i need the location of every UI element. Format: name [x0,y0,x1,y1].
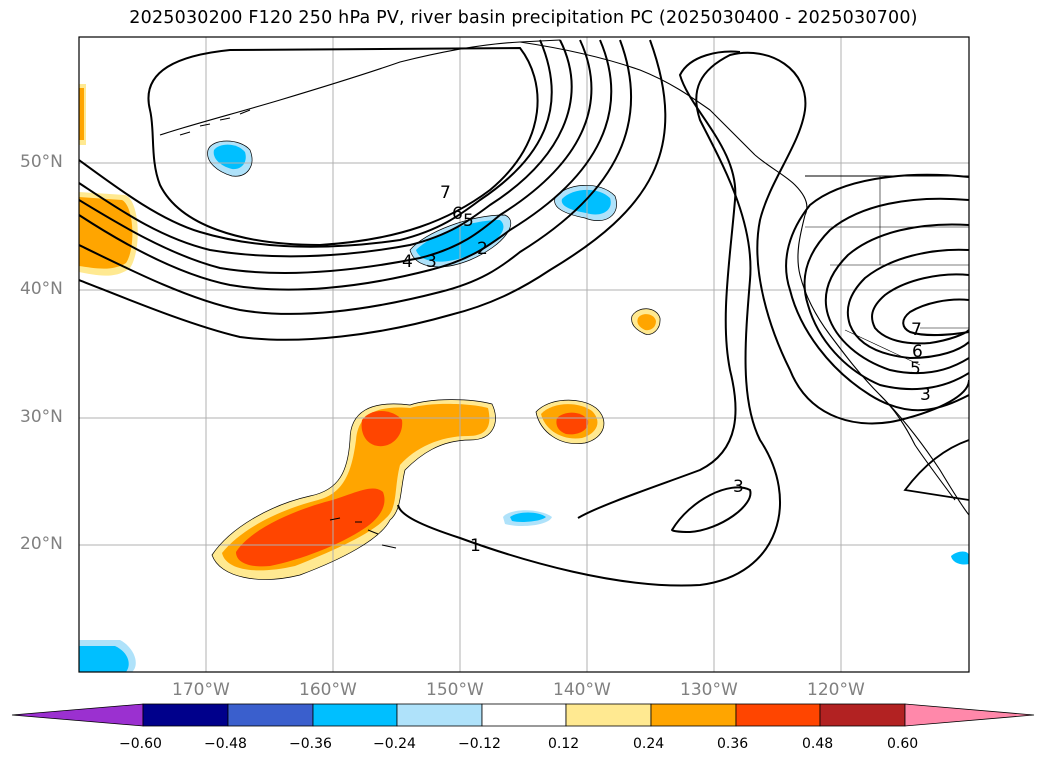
colorbar-extend-min [11,703,144,727]
contour-label-3-south: 3 [733,477,744,497]
bc-coast [754,154,808,216]
precip-negative-strong-corner [79,646,129,672]
pv-contour-3-east [670,486,752,534]
contour-label-2: 2 [477,239,488,259]
pv-contour-east-6 [902,298,969,336]
pv-contour-1 [79,39,667,341]
lon-label-160w: 160°W [299,680,357,700]
precip-negative-strong-south [510,512,546,522]
colorbar-bin-3 [312,703,398,727]
contour-label-7-east: 7 [911,320,922,340]
colorbar-tick-012: 0.12 [548,736,580,752]
pv-contour-east-4 [846,248,969,360]
contour-label-1: 1 [470,536,481,556]
contour-labels: 7 6 5 4 3 2 1 3 7 6 5 3 [402,183,931,556]
lon-label-120w: 120°W [807,680,865,700]
colorbar-tick-neg012: −0.12 [458,736,501,752]
pv-contour-6 [79,39,553,248]
colorbar-tick-048: 0.48 [802,736,834,752]
contour-label-6: 6 [452,204,463,224]
colorbar-tick-neg036: −0.36 [289,736,332,752]
colorbar [11,703,1035,727]
lat-label-30n: 30°N [20,407,63,427]
pv-contour-east-1 [785,173,969,412]
colorbar-tick-neg024: −0.24 [373,736,416,752]
map-title: 2025030200 F120 250 hPa PV, river basin … [129,8,918,28]
us-west-coast [797,214,969,516]
colorbar-tick-024: 0.24 [633,736,665,752]
contour-label-7: 7 [440,183,451,203]
contour-label-4: 4 [402,252,413,272]
colorbar-bin-6 [565,703,652,727]
colorbar-bin-2 [227,703,314,727]
aleutian-islands [179,109,251,136]
colorbar-bin-4 [396,703,483,727]
baja-coast [879,394,956,501]
precip-positive-strong-patch [361,410,403,447]
precip-outlines [207,140,661,580]
contour-label-5-east: 5 [910,359,921,379]
lat-label-50n: 50°N [20,152,63,172]
colorbar-tick-036: 0.36 [717,736,749,752]
lon-label-170w: 170°W [172,680,230,700]
contour-label-6-east: 6 [912,342,923,362]
lon-label-140w: 140°W [553,680,611,700]
colorbar-extend-max [904,703,1035,727]
pv-contour-east-2 [803,197,969,391]
pv-contour-east-5 [871,273,969,345]
precip-positive-strong-hawaii [236,488,385,567]
colorbar-tick-neg048: −0.48 [204,736,247,752]
hawaii-islands [329,517,397,549]
lon-label-150w: 150°W [426,680,484,700]
pv-contour-7 [147,46,539,247]
map-frame [78,36,970,673]
pv-contour-east-7 [903,439,969,501]
contour-label-3: 3 [426,252,437,272]
pv-contour-1-east [397,51,969,587]
pv-contour-2-east [577,50,741,519]
colorbar-bin-7 [650,703,737,727]
precip-positive-left-top-mid [79,88,84,140]
contour-label-3-east: 3 [920,385,931,405]
colorbar-tick-060: 0.60 [887,736,919,752]
pv-contour-3 [79,39,613,291]
precip-negative-right-edge [951,551,969,565]
pv-contour-2 [79,39,633,315]
colorbar-bin-5 [481,703,567,727]
contour-label-5: 5 [463,211,474,231]
lat-label-20n: 20°N [20,534,63,554]
colorbar-bin-1 [142,703,229,727]
lat-label-40n: 40°N [20,279,63,299]
colorbar-tick-neg060: −0.60 [119,736,162,752]
pv-contour-east-3 [824,223,969,375]
colorbar-bin-9 [819,703,906,727]
alaska-peninsula [519,41,756,156]
precip-negative-strong-north [561,189,611,215]
precip-positive-small-mid [637,314,656,331]
colorbar-bin-8 [735,703,821,727]
graticule [79,37,969,672]
pv-contour-5 [79,39,573,258]
pv-contour-4 [79,39,593,274]
lon-label-130w: 130°W [680,680,738,700]
pv-contours [79,39,969,587]
